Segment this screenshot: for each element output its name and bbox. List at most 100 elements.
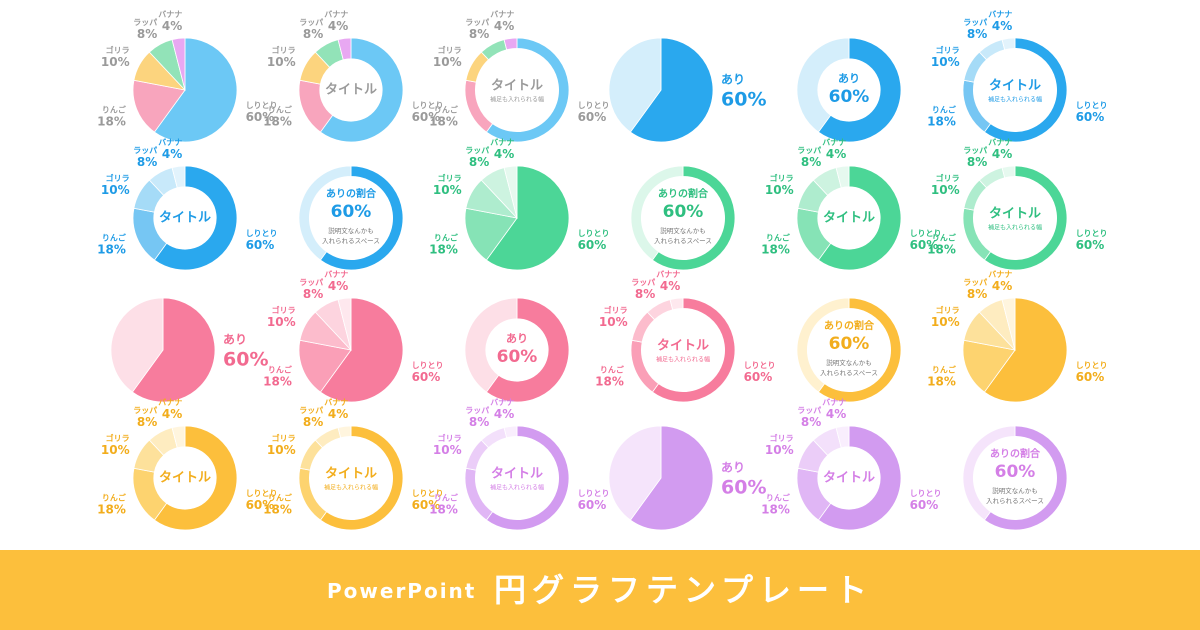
slice-name: ゴリラ (604, 305, 628, 315)
slice-value: 18% (927, 242, 956, 256)
slice (319, 37, 404, 143)
slice-name: しりとり (578, 101, 610, 110)
chart-title: タイトル (159, 211, 211, 226)
slice-value: 18% (595, 374, 624, 388)
slice-name: バナナ (490, 398, 514, 407)
slice-name: ラッパ (465, 405, 489, 415)
banner-latin: PowerPoint (327, 579, 476, 603)
slice (978, 39, 1006, 61)
slice (171, 425, 186, 449)
slice (464, 467, 494, 521)
slice-name: バナナ (324, 10, 348, 19)
slice-value: 60% (721, 89, 766, 111)
slice-value: 10% (765, 183, 794, 197)
slice-value: 8% (469, 155, 489, 169)
slice-name: ラッパ (299, 277, 323, 287)
slice (796, 37, 850, 133)
pie-chart: あり 60% (464, 297, 570, 403)
slice-name: ゴリラ (438, 433, 462, 443)
slice-value: 4% (162, 407, 182, 421)
slice-name: ゴリラ (272, 305, 296, 315)
slice-value: 8% (137, 415, 157, 429)
slice-value: 60% (910, 238, 939, 252)
slice-name: りんご (766, 492, 790, 502)
slice-value: 60% (910, 498, 939, 512)
slice-name: ラッパ (465, 17, 489, 27)
banner (0, 550, 1200, 630)
slice-value: 60% (412, 498, 441, 512)
slice-value: 8% (303, 415, 323, 429)
center-note: 説明文なんかも (328, 226, 374, 235)
slice-value: 8% (967, 27, 987, 41)
chart-subtitle: 補足も入れられる幅 (988, 96, 1042, 104)
slice (817, 165, 902, 271)
slice-name: ラッパ (963, 17, 987, 27)
slice (485, 165, 570, 271)
slice (132, 79, 186, 133)
slice-name: バナナ (158, 398, 182, 407)
pie-chart: あり 60% (110, 297, 268, 403)
slice-value: 4% (494, 19, 514, 33)
center-value: 60% (497, 347, 538, 367)
slice (153, 425, 238, 531)
slice-value: 10% (267, 315, 296, 329)
center-name: ありの割合 (326, 187, 377, 200)
slice (962, 425, 1016, 521)
center-value: 60% (995, 462, 1036, 482)
slice-value: 4% (992, 279, 1012, 293)
slice-name: バナナ (988, 10, 1012, 19)
slice-value: 4% (992, 19, 1012, 33)
slice-value: 4% (660, 279, 680, 293)
slice (171, 37, 186, 91)
chart-title: タイトル (325, 83, 377, 98)
slice-value: 18% (97, 242, 126, 256)
slice-value: 18% (429, 114, 458, 128)
center-note: 入れられるスペース (654, 237, 712, 245)
slice-value: 4% (992, 147, 1012, 161)
slice-name: しりとり (412, 101, 444, 110)
slice (835, 425, 850, 449)
slice-value: 4% (826, 407, 846, 421)
chart-title: タイトル (491, 79, 543, 94)
slice (480, 39, 508, 61)
slice-name: しりとり (1076, 361, 1108, 370)
slice-name: しりとり (578, 489, 610, 498)
slice-value: 18% (263, 114, 292, 128)
center-name: ありの割合 (990, 447, 1041, 460)
slice-name: バナナ (490, 138, 514, 147)
slice (110, 297, 164, 393)
chart-subtitle: 補足も入れられる幅 (490, 484, 544, 492)
slice (485, 297, 570, 403)
slice-value: 60% (246, 498, 275, 512)
slice (1001, 37, 1016, 51)
slice-value: 18% (927, 374, 956, 388)
slice (337, 37, 352, 61)
slice (464, 297, 518, 393)
slice-value: 10% (433, 443, 462, 457)
slice-value: 8% (967, 287, 987, 301)
slice-value: 18% (761, 502, 790, 516)
slice-name: ゴリラ (936, 305, 960, 315)
slice-name: ゴリラ (438, 45, 462, 55)
slice-name: りんご (434, 492, 458, 502)
pie-chart: あり 60% (608, 425, 766, 531)
slice-name: バナナ (988, 138, 1012, 147)
chart-title: タイトル (159, 471, 211, 486)
slice (983, 297, 1068, 403)
slice-name: ゴリラ (106, 173, 130, 183)
slice-value: 60% (246, 238, 275, 252)
chart-title: タイトル (491, 467, 543, 482)
slice-value: 60% (1076, 110, 1105, 124)
slice (298, 165, 352, 261)
slice-value: 60% (721, 477, 766, 499)
center-note: 入れられるスペース (820, 369, 878, 377)
center-value: 60% (829, 334, 870, 354)
